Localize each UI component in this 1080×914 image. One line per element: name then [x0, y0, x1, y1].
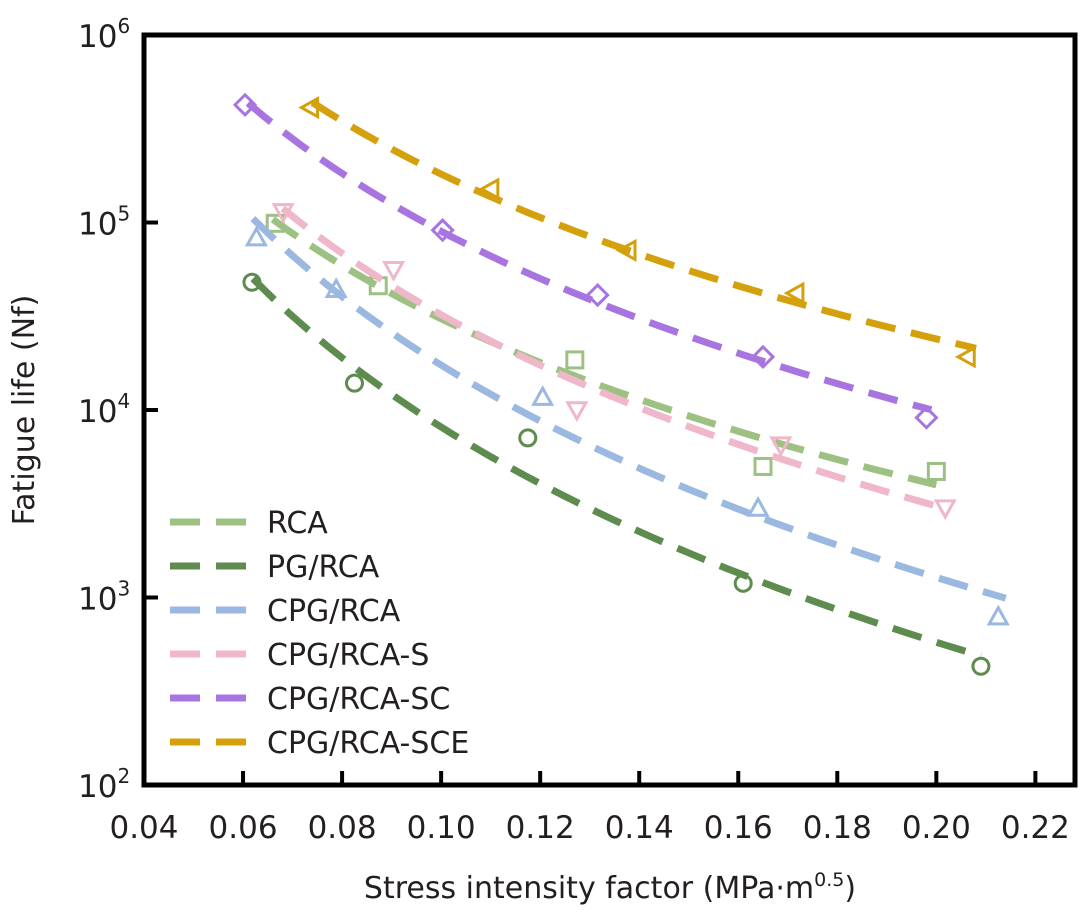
series-cpg-rca-sce	[298, 96, 977, 369]
legend-item: RCA	[170, 506, 328, 541]
legend-label: CPG/RCA	[267, 594, 401, 629]
data-point-circle	[733, 573, 753, 593]
data-point-triangle-down	[933, 499, 957, 521]
data-point-circle	[971, 656, 991, 676]
y-tick-exp: 5	[117, 202, 130, 226]
y-axis-label: Fatigue life (Nf)	[7, 295, 42, 526]
data-point-triangle-down	[565, 401, 589, 423]
data-point-square	[753, 456, 773, 476]
legend-label: CPG/RCA-S	[267, 638, 429, 673]
fit-line	[245, 100, 933, 414]
legend-label: RCA	[267, 506, 328, 541]
plot-marks	[232, 92, 1010, 676]
x-axis-label-end: )	[844, 871, 856, 906]
x-tick-label: 0.14	[605, 810, 674, 846]
legend-item: CPG/RCA-SCE	[170, 726, 469, 761]
data-point-triangle-down	[769, 436, 793, 458]
data-point-diamond	[430, 218, 455, 243]
series-cpg-rca-s	[271, 203, 957, 521]
legend: RCA PG/RCA CPG/RCA CPG/RCA-S CPG/RCA-SC CPG/R…	[170, 506, 469, 761]
x-tick-label: 0.10	[407, 810, 476, 846]
data-point-triangle-up	[746, 495, 770, 517]
y-tick-base: 10	[78, 582, 117, 618]
y-tick-label: 103	[78, 577, 130, 618]
fit-line	[270, 216, 938, 489]
y-tick-label: 102	[78, 764, 130, 805]
y-tick-exp: 6	[117, 14, 130, 38]
y-tick-label: 106	[78, 14, 130, 55]
data-point-circle	[344, 373, 364, 393]
y-tick-base: 10	[78, 394, 117, 430]
data-point-triangle-left	[954, 345, 976, 369]
series-pg-rca	[242, 272, 991, 676]
x-axis: 0.04 0.06 0.08 0.10 0.12 0.14 0.16 0.18 0.20 0.22	[109, 771, 1070, 846]
data-point-triangle-up	[986, 604, 1010, 626]
y-tick-exp: 2	[117, 764, 130, 788]
fit-line	[250, 276, 982, 660]
fit-line	[250, 216, 1007, 602]
x-tick-label: 0.16	[704, 810, 773, 846]
data-point-square	[926, 461, 946, 481]
data-point-square	[565, 350, 585, 370]
x-axis-label-main: Stress intensity factor (MPa·m	[364, 871, 814, 906]
data-point-circle	[518, 428, 538, 448]
data-point-triangle-up	[531, 385, 555, 406]
legend-label: PG/RCA	[267, 550, 380, 585]
legend-item: PG/RCA	[170, 550, 380, 585]
data-point-diamond	[750, 344, 776, 370]
fit-line	[310, 99, 977, 352]
y-tick-label: 105	[78, 202, 130, 243]
data-point-triangle-left	[478, 177, 500, 201]
y-tick-exp: 4	[117, 389, 130, 413]
data-point-diamond	[585, 282, 610, 308]
x-axis-label: Stress intensity factor (MPa·m0.5)	[364, 869, 856, 906]
legend-item: CPG/RCA-S	[170, 638, 429, 673]
data-point-diamond	[914, 405, 939, 430]
y-tick-base: 10	[78, 769, 117, 805]
x-tick-label: 0.06	[209, 810, 278, 846]
y-tick-base: 10	[78, 19, 117, 55]
y-tick-label: 104	[78, 389, 130, 430]
data-point-triangle-down	[382, 261, 406, 282]
data-point-triangle-left	[298, 96, 320, 120]
y-tick-exp: 3	[117, 577, 130, 601]
legend-label: CPG/RCA-SC	[267, 682, 450, 717]
data-point-triangle-up	[324, 277, 348, 299]
y-tick-base: 10	[78, 207, 117, 243]
x-tick-label: 0.18	[803, 810, 872, 846]
legend-item: CPG/RCA-SC	[170, 682, 450, 717]
series-cpg-rca-sc	[232, 92, 939, 430]
fit-line	[280, 205, 938, 510]
x-tick-label: 0.22	[1001, 810, 1070, 846]
legend-item: CPG/RCA	[170, 594, 401, 629]
data-point-triangle-left	[783, 281, 805, 305]
data-point-triangle-up	[244, 225, 268, 247]
series-rca	[265, 213, 946, 489]
x-tick-label: 0.04	[109, 810, 178, 846]
x-tick-label: 0.12	[506, 810, 575, 846]
data-point-triangle-down	[271, 203, 295, 224]
legend-label: CPG/RCA-SCE	[267, 726, 469, 761]
data-point-circle	[242, 272, 262, 292]
x-tick-label: 0.08	[308, 810, 377, 846]
data-point-triangle-left	[615, 238, 637, 262]
data-point-diamond	[232, 92, 258, 117]
x-tick-label: 0.20	[902, 810, 971, 846]
x-axis-label-sup: 0.5	[814, 869, 844, 891]
series-cpg-rca	[244, 216, 1010, 626]
